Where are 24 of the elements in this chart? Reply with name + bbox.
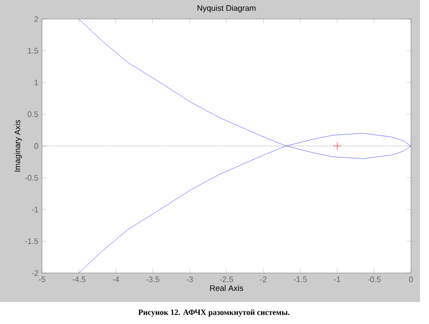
x-tick-label: -1.5 <box>294 276 307 282</box>
x-tick-label: -1 <box>334 276 340 282</box>
y-tick-label: 2 <box>34 16 38 22</box>
y-tick-label: 0.5 <box>28 111 38 118</box>
y-tick-label: 1 <box>34 80 38 86</box>
y-tick-label: 0 <box>34 143 38 149</box>
x-tick-label: -2 <box>260 276 267 282</box>
y-tick-label: -0.5 <box>25 174 38 181</box>
text: Рисунок 12. АФЧХ разомкнутой системы. <box>138 309 290 317</box>
x-axis-title: Real Axis <box>210 285 244 291</box>
y-tick-label: -1.5 <box>25 238 38 244</box>
x-tick-label: -3.5 <box>146 276 160 282</box>
chart-title: Nyquist Diagram <box>198 5 256 12</box>
y-tick-label: -2 <box>32 270 38 276</box>
x-tick-label: -2.5 <box>220 276 234 282</box>
x-tick-label: 0 <box>409 276 413 282</box>
x-tick-label: -3 <box>186 276 193 282</box>
x-tick-label: -4 <box>112 276 120 282</box>
y-tick-label: -1 <box>32 206 38 212</box>
x-tick-label: -0.5 <box>368 276 381 282</box>
x-tick-label: -5 <box>38 276 46 282</box>
y-tick-label: 1.5 <box>28 48 38 54</box>
y-axis-title: Imaginary Axis <box>14 120 22 172</box>
x-tick-label: -4.5 <box>72 276 86 282</box>
